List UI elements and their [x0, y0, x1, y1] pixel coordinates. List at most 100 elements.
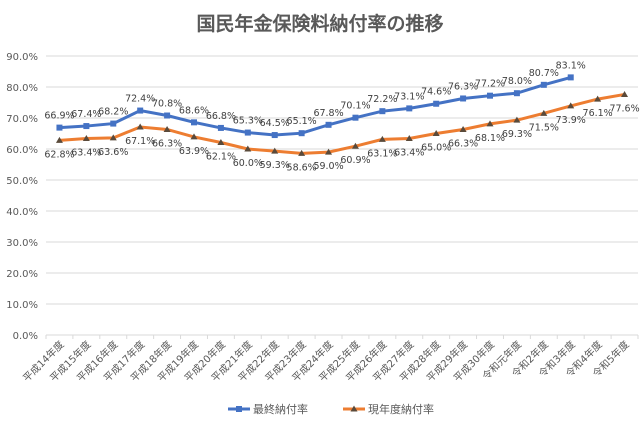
data-point — [378, 135, 386, 142]
data-label: 59.0% — [313, 161, 343, 172]
data-point — [486, 120, 494, 127]
data-label: 76.1% — [583, 108, 613, 119]
y-tick-label: 20.0% — [6, 269, 38, 280]
data-label: 66.3% — [152, 138, 182, 149]
data-label: 63.9% — [179, 146, 209, 157]
y-tick-label: 30.0% — [6, 238, 38, 249]
data-label: 68.2% — [98, 107, 128, 118]
data-label: 83.1% — [556, 60, 586, 71]
data-label: 69.3% — [502, 129, 532, 140]
legend-marker — [236, 406, 242, 412]
data-point — [540, 109, 548, 116]
y-tick-label: 60.0% — [6, 145, 38, 156]
data-point — [244, 129, 251, 136]
data-label: 60.0% — [233, 158, 263, 169]
data-label: 77.6% — [609, 103, 639, 114]
data-point — [433, 100, 440, 107]
legend-label: 現年度納付率 — [368, 402, 434, 416]
chart-title: 国民年金保険料納付率の推移 — [196, 12, 443, 35]
data-point — [83, 123, 90, 130]
data-point — [325, 148, 333, 155]
data-point — [190, 133, 198, 140]
data-point — [379, 108, 386, 115]
data-point — [487, 92, 493, 99]
data-label: 59.3% — [260, 160, 290, 171]
data-point — [325, 121, 332, 128]
data-point — [298, 149, 306, 156]
data-point — [567, 74, 574, 81]
data-point — [217, 138, 225, 145]
data-label: 58.6% — [287, 162, 317, 173]
data-point — [191, 119, 197, 126]
y-tick-label: 40.0% — [6, 207, 38, 218]
data-label: 65.1% — [287, 116, 317, 127]
data-label: 66.9% — [44, 111, 74, 122]
y-tick-label: 10.0% — [6, 300, 38, 311]
data-point — [137, 107, 144, 114]
data-label: 63.6% — [98, 147, 128, 158]
data-point — [298, 130, 305, 137]
data-point — [567, 102, 575, 109]
series-line — [59, 75, 572, 137]
data-point — [513, 116, 521, 123]
legend-item: 現年度納付率 — [343, 402, 434, 416]
series-final-rate: 66.9%67.4%68.2% 72.4%70.8%68.6%66.8%65.3%… — [44, 60, 586, 139]
data-point — [136, 123, 144, 130]
data-label: 60.9% — [340, 155, 370, 166]
data-point — [271, 147, 279, 154]
y-tick-label: 50.0% — [6, 176, 38, 187]
data-point — [271, 132, 278, 139]
data-label: 62.8% — [44, 149, 74, 160]
data-point — [621, 90, 629, 97]
data-point — [244, 145, 252, 152]
legend-marker — [350, 405, 358, 412]
data-label: 68.1% — [475, 133, 505, 144]
data-point — [513, 90, 520, 97]
data-label: 70.8% — [152, 99, 182, 110]
data-label: 73.1% — [394, 91, 424, 102]
data-point — [110, 120, 117, 127]
data-label: 72.2% — [367, 94, 397, 105]
data-label: 70.1% — [340, 101, 370, 112]
data-label: 65.3% — [233, 116, 263, 127]
data-label: 67.1% — [125, 136, 155, 147]
data-label: 68.6% — [179, 105, 209, 116]
data-label: 64.5% — [260, 118, 290, 129]
data-point — [351, 142, 359, 149]
data-label: 67.4% — [71, 109, 101, 120]
data-point — [164, 112, 171, 119]
data-point — [109, 134, 117, 141]
y-tick-label: 80.0% — [6, 83, 38, 94]
data-point — [55, 136, 63, 143]
data-label: 66.8% — [206, 111, 236, 122]
data-point — [460, 95, 467, 102]
data-label: 71.5% — [529, 122, 559, 133]
y-tick-label: 70.0% — [6, 114, 38, 125]
data-point — [163, 125, 171, 132]
data-point — [82, 134, 90, 141]
legend-item: 最終納付率 — [228, 402, 308, 416]
data-point — [406, 105, 413, 112]
data-label: 74.6% — [421, 87, 451, 98]
data-label: 66.3% — [448, 138, 478, 149]
series-line — [59, 92, 625, 155]
y-tick-label: 90.0% — [6, 52, 38, 63]
data-label: 63.1% — [367, 148, 397, 159]
data-label: 63.4% — [394, 147, 424, 158]
data-label: 73.9% — [556, 115, 586, 126]
data-label: 77.2% — [475, 79, 505, 90]
data-label: 67.8% — [313, 108, 343, 119]
data-label: 65.0% — [421, 143, 451, 154]
data-point — [56, 124, 63, 131]
data-label: 78.0% — [502, 76, 532, 87]
data-point — [459, 125, 467, 132]
data-point — [594, 95, 602, 102]
data-point — [217, 124, 224, 131]
data-point — [540, 81, 547, 88]
data-label: 72.4% — [125, 94, 155, 105]
legend-label: 最終納付率 — [253, 402, 308, 416]
series-current-year-rate: 62.8%63.4%63.6%67.1%66.3%63.9%62.1%60.0%… — [44, 90, 640, 173]
data-point — [405, 134, 413, 141]
data-point — [352, 114, 359, 121]
